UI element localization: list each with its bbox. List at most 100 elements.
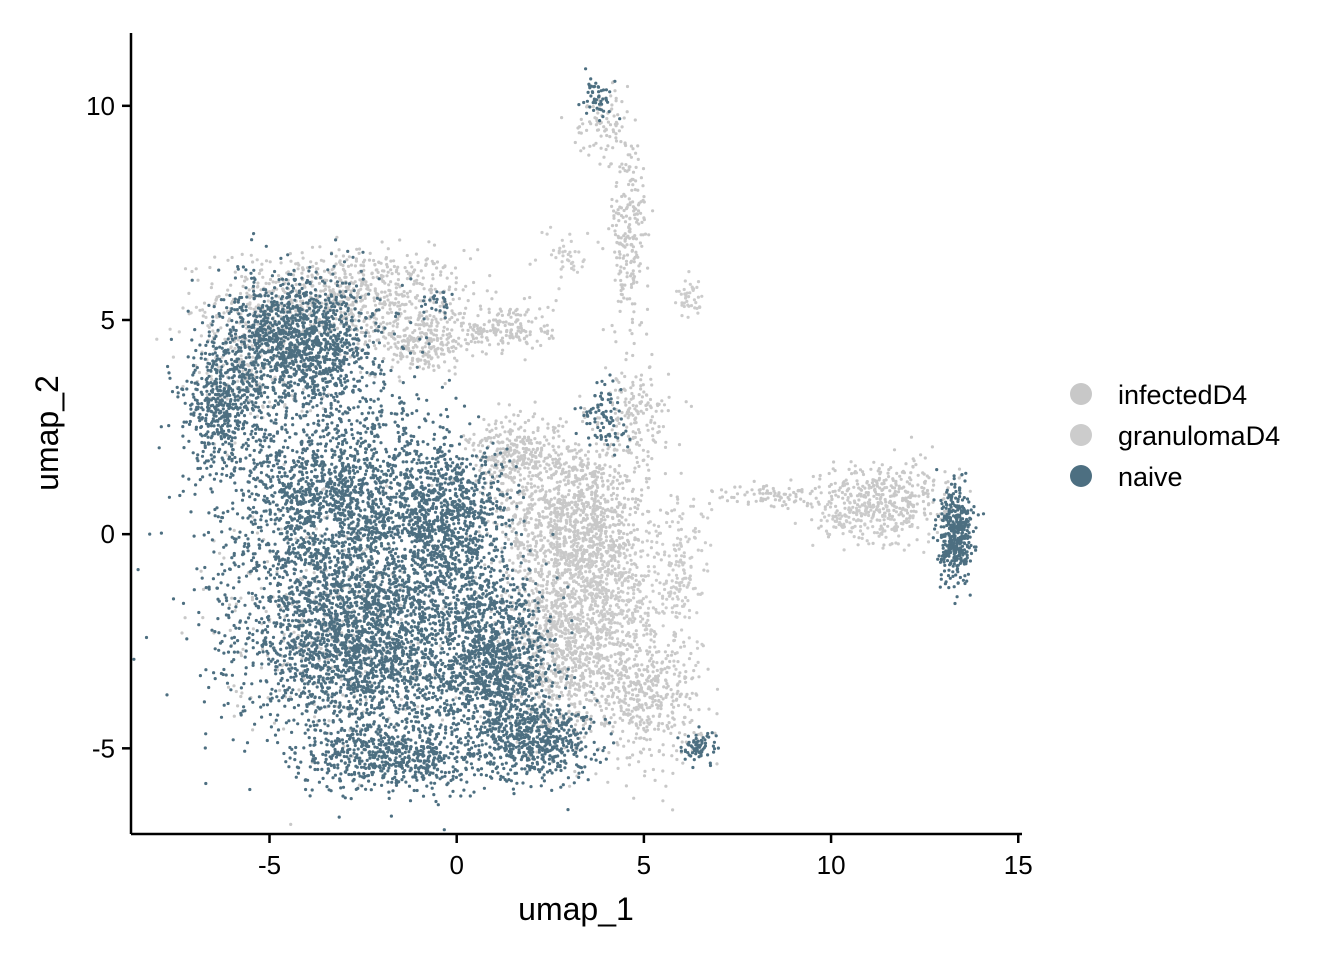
point-infectedD4	[648, 659, 652, 663]
point-infectedD4	[523, 466, 527, 470]
point-infectedD4	[772, 489, 776, 493]
point-infectedD4	[540, 488, 545, 492]
point-infectedD4	[569, 515, 573, 519]
point-infectedD4	[558, 544, 562, 549]
point-infectedD4	[609, 94, 613, 98]
scatter-points	[132, 67, 986, 832]
point-infectedD4	[489, 436, 493, 440]
point-infectedD4	[516, 547, 520, 551]
point-infectedD4	[302, 283, 306, 287]
point-infectedD4	[646, 450, 650, 454]
point-infectedD4	[474, 336, 479, 340]
point-infectedD4	[626, 642, 630, 646]
point-infectedD4	[628, 236, 632, 240]
point-infectedD4	[545, 582, 549, 586]
point-infectedD4	[595, 681, 599, 686]
point-infectedD4	[371, 276, 375, 280]
point-infectedD4	[758, 491, 762, 495]
point-infectedD4	[562, 478, 566, 482]
point-infectedD4	[577, 582, 581, 586]
point-infectedD4	[598, 505, 602, 509]
point-infectedD4	[640, 220, 644, 224]
point-infectedD4	[595, 610, 599, 614]
point-infectedD4	[612, 701, 616, 705]
point-infectedD4	[420, 319, 424, 323]
point-infectedD4	[568, 643, 573, 647]
point-infectedD4	[508, 471, 512, 475]
point-infectedD4	[588, 657, 592, 661]
point-infectedD4	[534, 316, 538, 320]
point-infectedD4	[550, 581, 554, 586]
point-infectedD4	[601, 328, 605, 332]
point-infectedD4	[513, 513, 517, 517]
point-infectedD4	[624, 259, 629, 263]
point-infectedD4	[635, 280, 639, 284]
point-infectedD4	[615, 505, 620, 509]
point-infectedD4	[794, 495, 798, 499]
point-infectedD4	[526, 466, 530, 470]
point-infectedD4	[347, 312, 351, 317]
point-infectedD4	[454, 276, 458, 280]
point-infectedD4	[576, 541, 580, 545]
point-infectedD4	[512, 540, 517, 544]
point-infectedD4	[656, 706, 660, 710]
point-infectedD4	[913, 494, 917, 498]
point-infectedD4	[614, 136, 618, 140]
point-infectedD4	[397, 300, 401, 304]
point-infectedD4	[453, 266, 458, 270]
point-infectedD4	[534, 455, 538, 459]
point-infectedD4	[666, 665, 670, 669]
point-infectedD4	[382, 295, 386, 299]
point-infectedD4	[522, 508, 526, 512]
point-infectedD4	[485, 329, 489, 334]
point-infectedD4	[566, 511, 570, 515]
point-infectedD4	[405, 291, 409, 295]
point-infectedD4	[448, 332, 452, 336]
point-infectedD4	[412, 282, 416, 286]
point-infectedD4	[891, 477, 895, 481]
point-infectedD4	[628, 297, 632, 301]
point-infectedD4	[585, 717, 589, 721]
point-infectedD4	[591, 504, 596, 508]
point-infectedD4	[449, 334, 453, 338]
point-infectedD4	[627, 168, 631, 172]
point-infectedD4	[630, 489, 635, 493]
point-infectedD4	[675, 692, 679, 696]
point-infectedD4	[420, 314, 424, 318]
point-infectedD4	[566, 647, 570, 652]
point-infectedD4	[389, 268, 393, 272]
point-infectedD4	[498, 636, 502, 640]
point-infectedD4	[598, 520, 602, 524]
point-infectedD4	[394, 290, 398, 294]
point-infectedD4	[405, 269, 409, 273]
point-infectedD4	[477, 443, 481, 447]
point-infectedD4	[567, 449, 571, 453]
point-infectedD4	[606, 500, 610, 504]
point-infectedD4	[798, 489, 802, 493]
point-infectedD4	[447, 288, 451, 292]
point-infectedD4	[512, 500, 516, 504]
point-infectedD4	[653, 421, 657, 425]
point-infectedD4	[372, 299, 376, 303]
point-infectedD4	[544, 549, 548, 553]
point-infectedD4	[652, 694, 656, 698]
point-infectedD4	[410, 265, 414, 269]
point-infectedD4	[623, 169, 627, 173]
point-infectedD4	[455, 318, 460, 322]
point-infectedD4	[672, 672, 677, 676]
point-infectedD4	[501, 447, 505, 451]
point-infectedD4	[528, 544, 532, 548]
point-infectedD4	[615, 538, 619, 543]
point-infectedD4	[909, 502, 913, 506]
point-infectedD4	[504, 570, 509, 575]
point-infectedD4	[649, 720, 653, 724]
point-infectedD4	[322, 289, 326, 293]
point-infectedD4	[405, 253, 409, 258]
point-infectedD4	[386, 247, 390, 251]
point-infectedD4	[642, 736, 646, 741]
point-infectedD4	[328, 288, 332, 292]
point-infectedD4	[897, 487, 901, 491]
point-infectedD4	[551, 308, 555, 312]
point-infectedD4	[884, 478, 888, 482]
